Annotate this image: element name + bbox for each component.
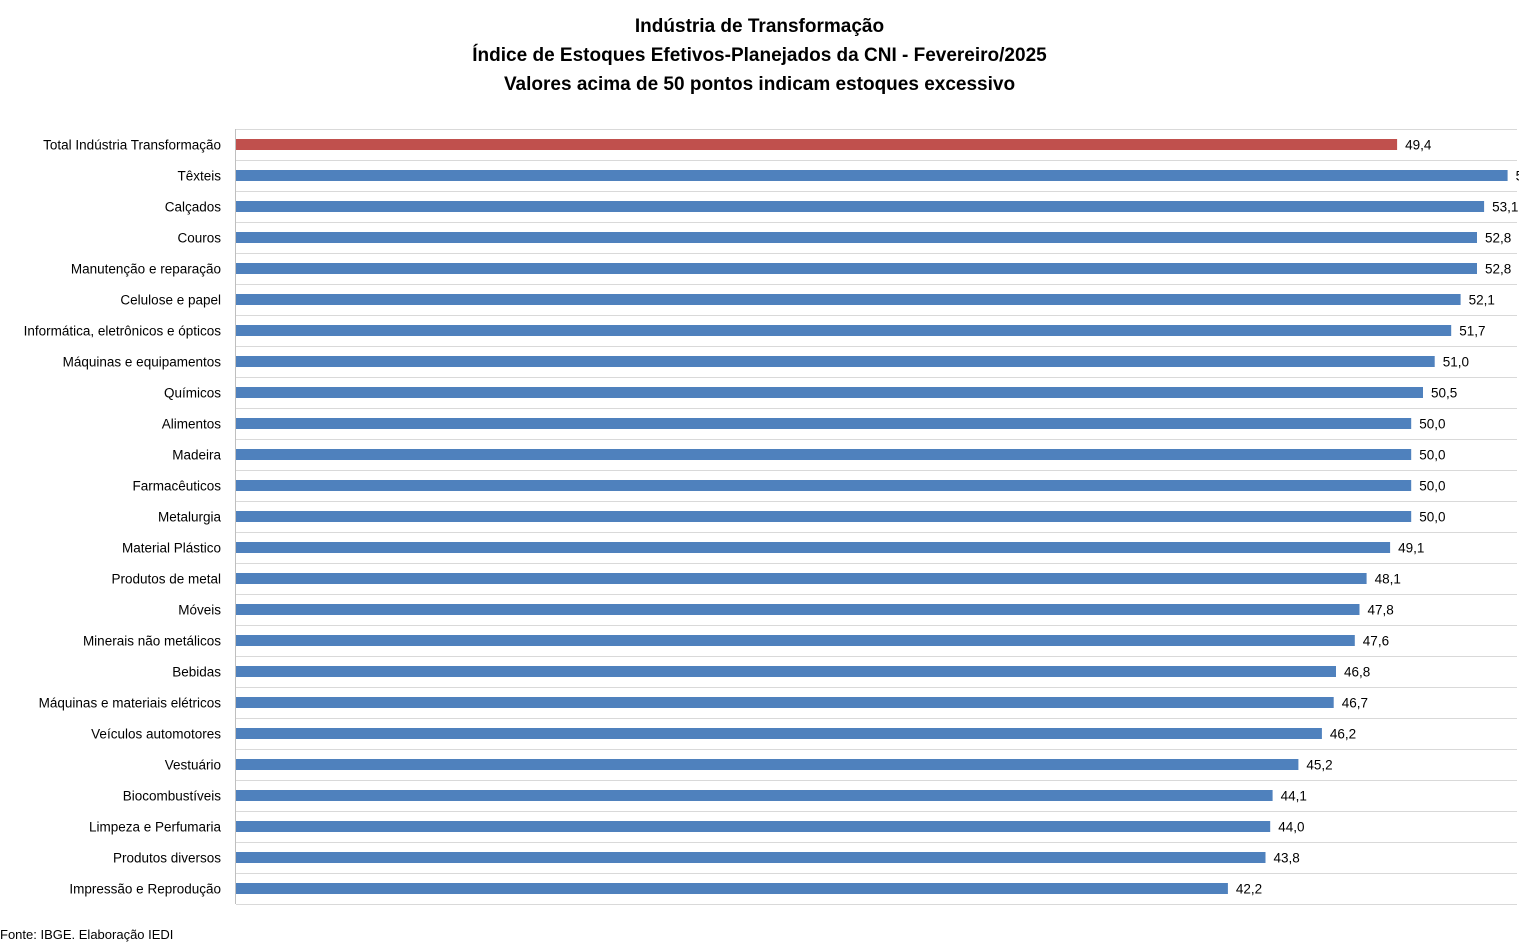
bar <box>236 728 1322 739</box>
bar <box>236 542 1391 553</box>
chart-subtitle: Índice de Estoques Efetivos-Planejados d… <box>472 45 1047 66</box>
category-label: Vestuário <box>165 758 221 773</box>
bar <box>236 480 1412 491</box>
category-label: Couros <box>177 231 221 246</box>
bar <box>236 449 1412 460</box>
bar <box>236 325 1452 336</box>
bar <box>236 263 1477 274</box>
bar <box>236 635 1355 646</box>
value-label: 48,1 <box>1375 572 1401 587</box>
value-label: 50,5 <box>1431 386 1457 401</box>
bar <box>236 356 1435 367</box>
category-label: Madeira <box>172 448 221 463</box>
category-label: Manutenção e reparação <box>71 262 221 277</box>
value-label: 50,0 <box>1419 417 1445 432</box>
bar <box>236 883 1228 894</box>
category-label: Móveis <box>178 603 221 618</box>
chart-subtitle-note: Valores acima de 50 pontos indicam estoq… <box>503 74 1016 95</box>
category-label: Produtos de metal <box>111 572 221 587</box>
grid-lines <box>236 129 1517 905</box>
value-label: 49,1 <box>1398 541 1424 556</box>
bar <box>236 511 1412 522</box>
value-label: 46,8 <box>1344 665 1370 680</box>
bar <box>236 604 1360 615</box>
bar <box>236 759 1299 770</box>
value-labels: 49,4 54,1 53,1 52,8 52,8 52,1 51,7 51,0 50,5 50,0… <box>1236 138 1519 897</box>
bar <box>236 294 1461 305</box>
category-label: Material Plástico <box>122 541 221 556</box>
value-label: 46,2 <box>1330 727 1356 742</box>
bar <box>236 387 1423 398</box>
bar <box>236 232 1477 243</box>
bar <box>236 573 1367 584</box>
bar <box>236 852 1266 863</box>
category-label: Produtos diversos <box>113 851 221 866</box>
category-label: Calçados <box>165 200 222 215</box>
value-label: 51,0 <box>1443 355 1469 370</box>
category-label: Celulose e papel <box>120 293 221 308</box>
value-label: 47,6 <box>1363 634 1389 649</box>
category-labels: Total Indústria Transformação Têxteis Calç… <box>24 138 222 897</box>
category-label: Impressão e Reprodução <box>69 882 221 897</box>
value-label: 44,0 <box>1278 820 1304 835</box>
category-label: Farmacêuticos <box>132 479 221 494</box>
source-note: Fonte: IBGE. Elaboração IEDI <box>0 927 174 942</box>
value-label: 52,1 <box>1469 293 1495 308</box>
value-label: 46,7 <box>1342 696 1368 711</box>
chart-title: Indústria de Transformação <box>634 16 885 37</box>
category-label: Metalurgia <box>158 510 222 525</box>
value-label: 53,1 <box>1492 200 1518 215</box>
value-label: 50,0 <box>1419 448 1445 463</box>
category-label: Têxteis <box>177 169 221 184</box>
value-label: 49,4 <box>1405 138 1432 153</box>
category-label: Minerais não metálicos <box>83 634 221 649</box>
value-label: 45,2 <box>1306 758 1332 773</box>
category-label: Alimentos <box>162 417 222 432</box>
category-label: Biocombustíveis <box>123 789 222 804</box>
category-label: Máquinas e equipamentos <box>63 355 222 370</box>
category-label: Veículos automotores <box>91 727 221 742</box>
bar <box>236 666 1336 677</box>
value-label: 52,8 <box>1485 262 1511 277</box>
bars <box>236 139 1508 894</box>
bar <box>236 790 1273 801</box>
value-label: 43,8 <box>1274 851 1300 866</box>
bar <box>236 821 1271 832</box>
value-label: 52,8 <box>1485 231 1511 246</box>
chart-title-block: Indústria de Transformação Índice de Est… <box>0 12 1519 99</box>
bar <box>236 697 1334 708</box>
value-label: 51,7 <box>1459 324 1485 339</box>
category-label: Químicos <box>164 386 221 401</box>
bar <box>236 139 1398 150</box>
category-label: Máquinas e materiais elétricos <box>39 696 222 711</box>
value-label: 42,2 <box>1236 882 1262 897</box>
value-label: 47,8 <box>1368 603 1394 618</box>
bar <box>236 170 1508 181</box>
bar <box>236 418 1412 429</box>
value-label: 50,0 <box>1419 479 1445 494</box>
value-label: 54,1 <box>1516 169 1519 184</box>
category-label: Bebidas <box>172 665 221 680</box>
value-label: 50,0 <box>1419 510 1445 525</box>
category-label: Total Indústria Transformação <box>43 138 221 153</box>
category-label: Limpeza e Perfumaria <box>89 820 222 835</box>
category-label: Informática, eletrônicos e ópticos <box>24 324 222 339</box>
value-label: 44,1 <box>1281 789 1307 804</box>
bar <box>236 201 1485 212</box>
